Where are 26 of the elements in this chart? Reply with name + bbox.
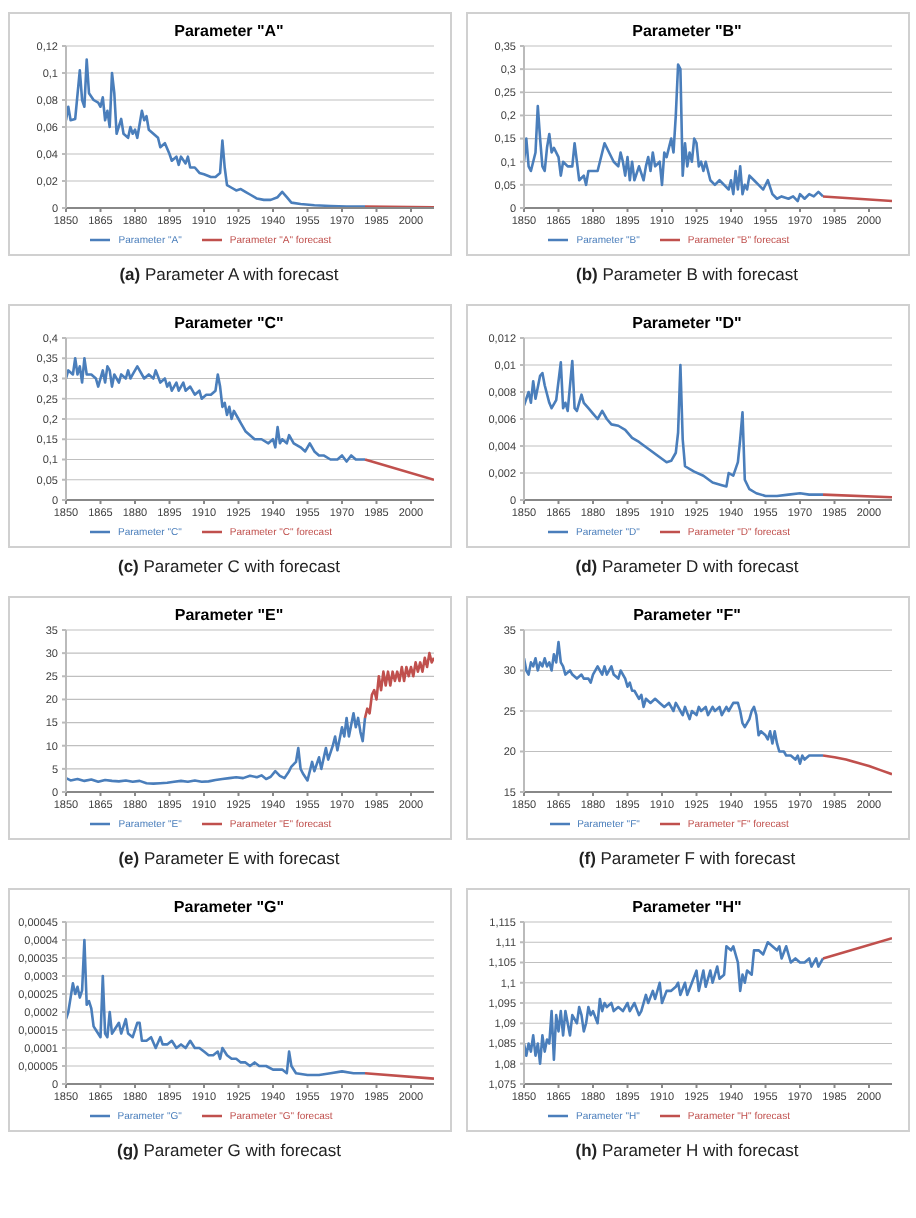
chart-title: Parameter "F" — [631, 606, 743, 626]
chart-title: Parameter "G" — [171, 898, 287, 918]
text: (c) Parameter C with forecast — [115, 556, 342, 576]
line-series — [65, 712, 366, 785]
chart-title: Parameter "C" — [172, 314, 286, 334]
text: (e) Parameter E with forecast — [116, 848, 342, 868]
text: (h) Parameter H with forecast — [573, 1140, 801, 1160]
chart-title: Parameter "E" — [172, 606, 286, 626]
line-series — [65, 356, 366, 463]
line-series — [820, 754, 891, 776]
line-series — [523, 940, 824, 1066]
text: (d) Parameter D with forecast — [573, 556, 801, 576]
text: (b) Parameter B with forecast — [573, 264, 800, 284]
chart-title: Parameter "H" — [630, 898, 744, 918]
text: (f) Parameter F with forecast — [576, 848, 798, 868]
line-series — [523, 359, 824, 498]
line-series — [362, 651, 433, 720]
chart-title: Parameter "B" — [630, 22, 744, 42]
chart-title: Parameter "D" — [630, 314, 744, 334]
line-series — [65, 938, 366, 1077]
text: (a) Parameter A with forecast — [117, 264, 341, 284]
line-series — [523, 63, 824, 203]
line-series — [65, 58, 366, 208]
line-series — [523, 640, 824, 765]
text: (g) Parameter G with forecast — [115, 1140, 343, 1160]
chart-title: Parameter "A" — [172, 22, 286, 42]
